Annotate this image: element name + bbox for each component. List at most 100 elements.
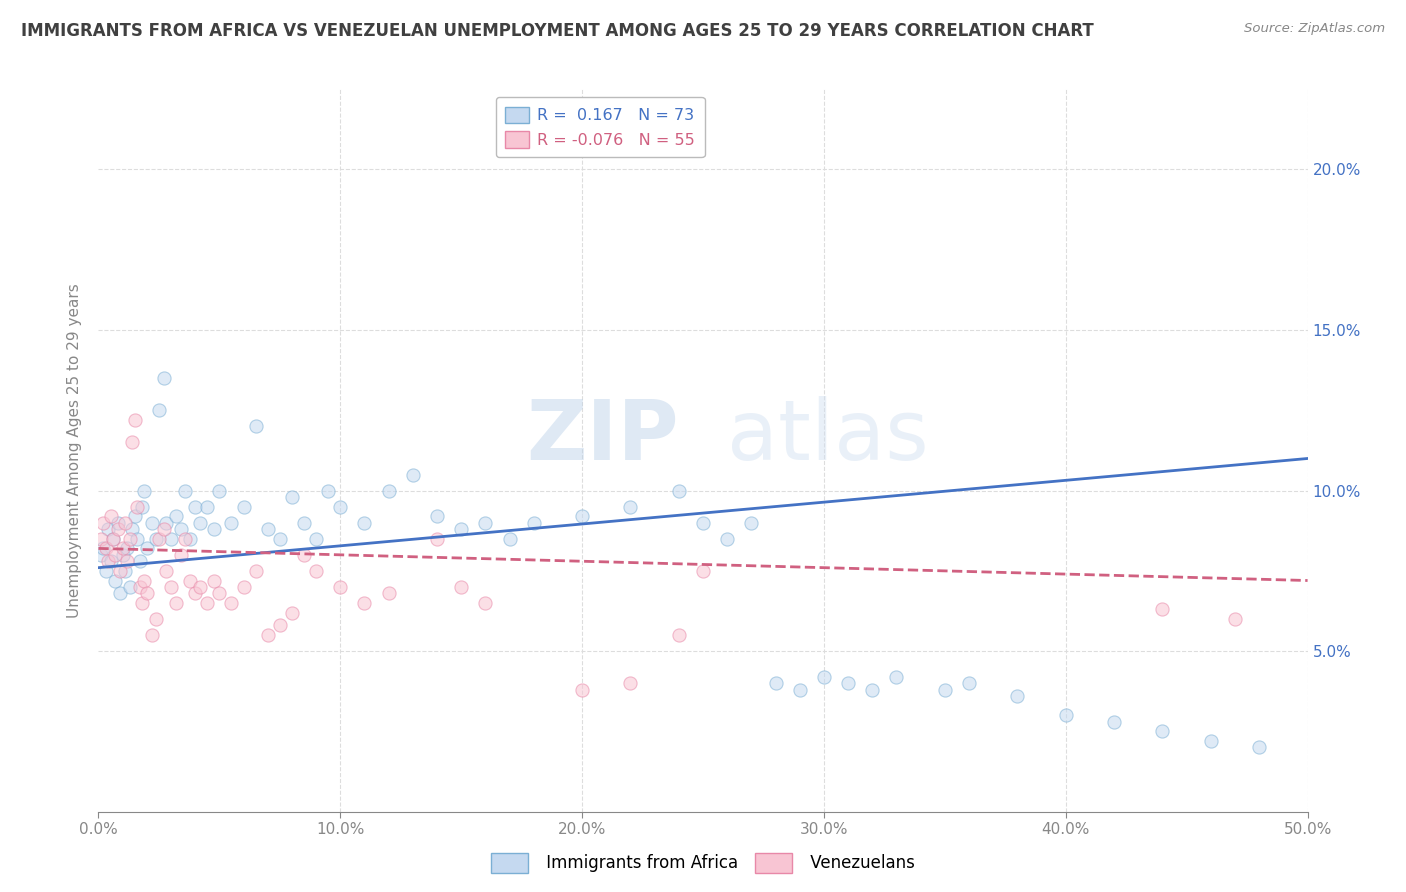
Point bbox=[474, 516, 496, 530]
Point bbox=[377, 483, 399, 498]
Point bbox=[305, 564, 328, 578]
Point bbox=[121, 435, 143, 450]
Point bbox=[121, 522, 143, 536]
Point bbox=[127, 500, 149, 514]
Point bbox=[619, 500, 641, 514]
Point bbox=[128, 580, 150, 594]
Point bbox=[957, 676, 980, 690]
Point bbox=[232, 580, 254, 594]
Point bbox=[1007, 689, 1029, 703]
Point bbox=[169, 548, 191, 562]
Point bbox=[571, 682, 593, 697]
Point bbox=[1152, 724, 1174, 739]
Point bbox=[141, 516, 163, 530]
Point bbox=[292, 516, 315, 530]
Point bbox=[716, 532, 738, 546]
Point bbox=[886, 670, 908, 684]
Point bbox=[305, 532, 328, 546]
Point bbox=[269, 618, 291, 632]
Point bbox=[165, 596, 187, 610]
Point bbox=[127, 532, 149, 546]
Point bbox=[245, 564, 267, 578]
Point bbox=[90, 532, 112, 546]
Legend:  Immigrants from Africa,  Venezuelans: Immigrants from Africa, Venezuelans bbox=[485, 847, 921, 880]
Point bbox=[269, 532, 291, 546]
Point bbox=[498, 532, 520, 546]
Point bbox=[135, 541, 157, 556]
Point bbox=[131, 596, 153, 610]
Point bbox=[128, 554, 150, 568]
Point bbox=[195, 500, 218, 514]
Point bbox=[94, 541, 117, 556]
Text: atlas: atlas bbox=[727, 395, 929, 476]
Point bbox=[91, 541, 114, 556]
Point bbox=[169, 522, 191, 536]
Legend: R =  0.167   N = 73, R = -0.076   N = 55: R = 0.167 N = 73, R = -0.076 N = 55 bbox=[496, 97, 704, 158]
Point bbox=[114, 516, 136, 530]
Point bbox=[148, 403, 170, 417]
Point bbox=[1223, 612, 1246, 626]
Point bbox=[107, 516, 129, 530]
Point bbox=[668, 483, 690, 498]
Point bbox=[111, 541, 134, 556]
Point bbox=[1199, 734, 1222, 748]
Point bbox=[281, 490, 304, 504]
Point bbox=[1249, 740, 1271, 755]
Point bbox=[668, 628, 690, 642]
Point bbox=[155, 516, 177, 530]
Point bbox=[740, 516, 762, 530]
Point bbox=[316, 483, 339, 498]
Point bbox=[107, 522, 129, 536]
Point bbox=[174, 483, 197, 498]
Point bbox=[934, 682, 956, 697]
Point bbox=[377, 586, 399, 600]
Point bbox=[1152, 602, 1174, 616]
Point bbox=[1054, 708, 1077, 723]
Point bbox=[450, 522, 472, 536]
Point bbox=[789, 682, 811, 697]
Point bbox=[426, 532, 449, 546]
Point bbox=[353, 516, 375, 530]
Y-axis label: Unemployment Among Ages 25 to 29 years: Unemployment Among Ages 25 to 29 years bbox=[67, 283, 83, 618]
Point bbox=[124, 509, 146, 524]
Point bbox=[152, 371, 174, 385]
Point bbox=[97, 522, 120, 536]
Point bbox=[188, 580, 211, 594]
Point bbox=[619, 676, 641, 690]
Point bbox=[117, 554, 139, 568]
Point bbox=[134, 574, 156, 588]
Point bbox=[188, 516, 211, 530]
Point bbox=[108, 586, 131, 600]
Point bbox=[329, 500, 352, 514]
Point bbox=[195, 596, 218, 610]
Point bbox=[221, 516, 243, 530]
Point bbox=[117, 541, 139, 556]
Point bbox=[97, 554, 120, 568]
Point bbox=[124, 413, 146, 427]
Point bbox=[450, 580, 472, 594]
Text: Source: ZipAtlas.com: Source: ZipAtlas.com bbox=[1244, 22, 1385, 36]
Point bbox=[108, 564, 131, 578]
Point bbox=[90, 548, 112, 562]
Point bbox=[165, 509, 187, 524]
Point bbox=[155, 564, 177, 578]
Point bbox=[281, 606, 304, 620]
Point bbox=[329, 580, 352, 594]
Point bbox=[765, 676, 787, 690]
Point bbox=[860, 682, 883, 697]
Point bbox=[692, 564, 714, 578]
Point bbox=[101, 532, 124, 546]
Point bbox=[100, 509, 122, 524]
Point bbox=[141, 628, 163, 642]
Point bbox=[474, 596, 496, 610]
Point bbox=[184, 500, 207, 514]
Point bbox=[837, 676, 859, 690]
Point bbox=[118, 580, 141, 594]
Point bbox=[111, 548, 134, 562]
Point bbox=[184, 586, 207, 600]
Point bbox=[145, 612, 167, 626]
Point bbox=[692, 516, 714, 530]
Point bbox=[114, 564, 136, 578]
Point bbox=[145, 532, 167, 546]
Text: ZIP: ZIP bbox=[526, 395, 679, 476]
